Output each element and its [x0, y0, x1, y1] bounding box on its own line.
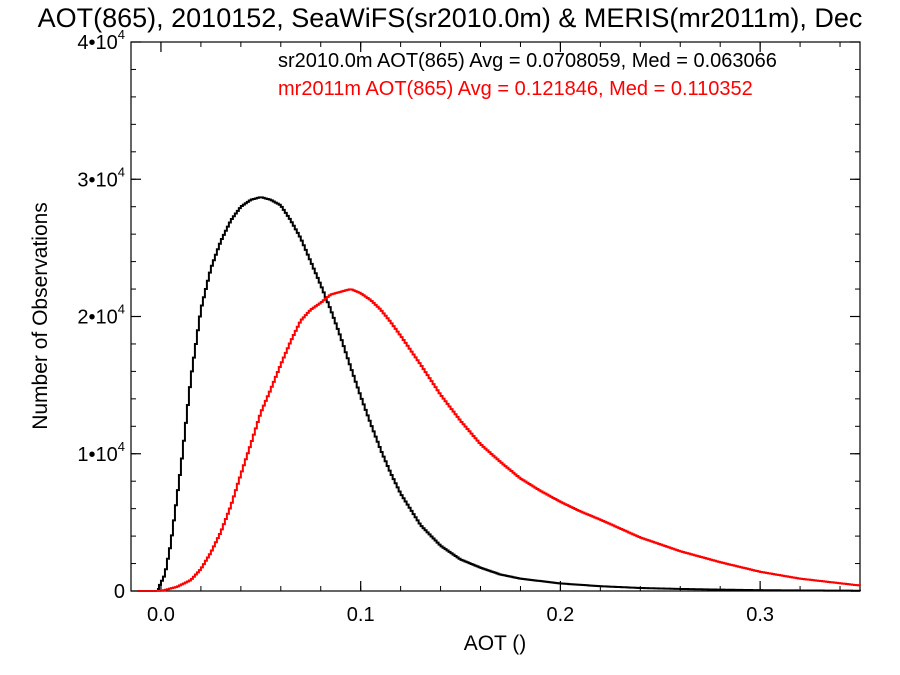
plot-frame [130, 41, 861, 592]
x-axis-title: AOT () [464, 632, 527, 655]
y-tick-label: 3•104 [77, 164, 125, 191]
x-tick-label: 0.1 [347, 604, 375, 626]
series-line-0 [156, 196, 861, 592]
legend-entry-sr2010: sr2010.0m AOT(865) Avg = 0.0708059, Med … [278, 50, 777, 72]
chart-title: AOT(865), 2010152, SeaWiFS(sr2010.0m) & … [38, 3, 863, 33]
legend-entry-mr2011m: mr2011m AOT(865) Avg = 0.121846, Med = 0… [278, 78, 753, 100]
y-tick-label: 2•104 [77, 302, 125, 329]
y-axis-title: Number of Observations [29, 202, 52, 430]
series-line-1 [160, 288, 861, 592]
y-tick-label: 1•104 [77, 439, 125, 466]
x-tick-label: 0.0 [147, 604, 175, 626]
y-tick-label: 0 [114, 581, 125, 603]
x-tick-label: 0.3 [746, 604, 774, 626]
x-tick-label: 0.2 [547, 604, 575, 626]
y-tick-label: 4•104 [77, 27, 125, 54]
series-layer [136, 196, 861, 592]
axes: 0.0 0.1 0.2 0.3 0 1•104 2•104 3•104 4•104 [77, 27, 861, 626]
